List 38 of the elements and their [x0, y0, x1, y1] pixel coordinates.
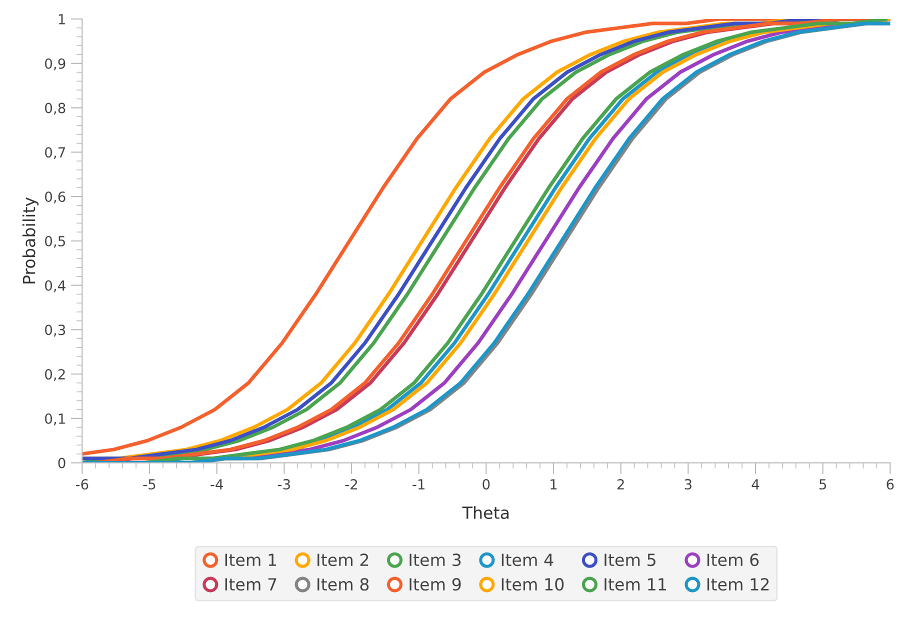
legend-label: Item 3	[410, 554, 461, 566]
legend-label: Item 11	[604, 578, 666, 591]
y-tick-label: 0,8	[45, 102, 66, 115]
x-tick-label: -6	[76, 479, 88, 490]
x-tick-label: 2	[617, 479, 624, 490]
x-tick-label: -4	[210, 479, 223, 490]
x-axis-title: Theta	[462, 506, 509, 520]
legend-label: Item 7	[225, 578, 276, 591]
x-tick-label: -5	[143, 479, 156, 490]
legend-label: Item 8	[318, 578, 369, 591]
legend-label: Item 1	[225, 554, 276, 566]
y-axis-title: Probability	[22, 197, 39, 284]
legend-label: Item 12	[707, 578, 769, 591]
x-tick-label: 5	[819, 479, 826, 490]
legend-label: Item 4	[502, 554, 554, 566]
y-tick-label: 0,2	[45, 369, 65, 381]
x-tick-label: 0	[482, 479, 490, 490]
y-tick-label: 0,3	[45, 324, 66, 337]
y-tick-label: 0,6	[45, 192, 66, 204]
x-tick-label: -3	[278, 479, 290, 490]
y-tick-label: 1	[58, 14, 65, 24]
y-tick-label: 0,7	[45, 147, 66, 160]
x-tick-label: -1	[412, 479, 424, 490]
x-tick-label: 1	[550, 479, 557, 490]
y-tick-label: 0,9	[45, 58, 66, 70]
x-tick-label: 3	[684, 479, 692, 490]
legend-label: Item 2	[318, 554, 368, 566]
y-tick-label: 0,4	[45, 280, 66, 292]
x-tick-label: -2	[345, 479, 358, 490]
y-tick-label: 0	[58, 458, 66, 468]
legend-label: Item 10	[502, 578, 564, 591]
x-tick-label: 6	[886, 479, 894, 490]
legend-label: Item 9	[410, 578, 461, 591]
legend-label: Item 6	[707, 554, 759, 566]
y-tick-label: 0,5	[45, 236, 65, 248]
x-tick-label: 4	[752, 479, 760, 490]
y-tick-label: 0,1	[45, 413, 65, 426]
legend-label: Item 5	[604, 554, 656, 566]
